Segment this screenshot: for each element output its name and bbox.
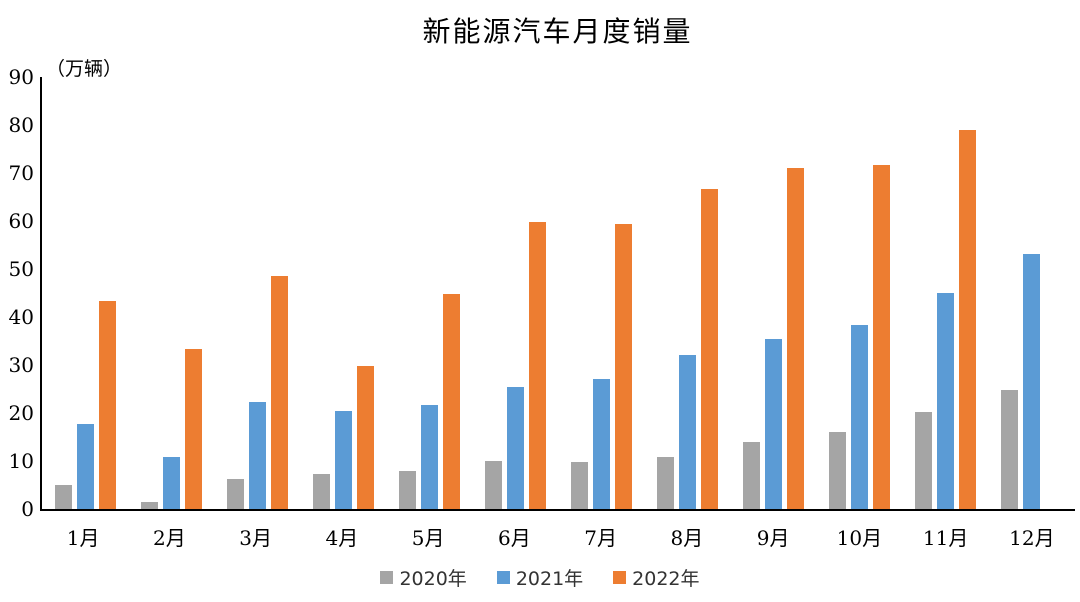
- bar-2020年-6月: [484, 461, 502, 509]
- y-axis-line: [40, 77, 42, 511]
- y-tick-30: 30: [8, 353, 34, 377]
- bar-2020年-5月: [398, 471, 416, 509]
- legend-swatch-icon: [496, 571, 510, 584]
- bar-2020年-12月: [1001, 390, 1019, 509]
- x-tick-5月: 5月: [411, 526, 445, 550]
- bar-2021年-5月: [420, 405, 438, 509]
- legend-label: 2020年: [399, 568, 467, 590]
- x-tick-4月: 4月: [325, 526, 359, 550]
- bar-2020年-10月: [829, 432, 847, 509]
- bar-2020年-9月: [743, 442, 761, 509]
- bar-2021年-9月: [765, 339, 783, 509]
- bar-group-9月: [731, 77, 817, 509]
- bar-2020年-1月: [54, 485, 72, 509]
- legend-label: 2021年: [515, 568, 584, 590]
- y-tick-60: 60: [8, 209, 34, 233]
- x-tick-9月: 9月: [756, 526, 790, 550]
- bar-2021年-6月: [506, 387, 524, 509]
- bar-group-5月: [386, 77, 472, 509]
- y-axis-unit-label: （万辆）: [46, 58, 123, 80]
- y-tick-10: 10: [8, 449, 34, 473]
- bar-2021年-1月: [76, 424, 94, 509]
- x-tick-3月: 3月: [239, 526, 272, 550]
- bar-2021年-11月: [937, 293, 955, 509]
- bar-2022年-6月: [528, 222, 546, 509]
- x-tick-11月: 11月: [922, 526, 969, 550]
- x-tick-12月: 12月: [1009, 526, 1055, 550]
- bar-2022年-4月: [356, 366, 374, 509]
- bar-group-3月: [214, 77, 300, 509]
- bar-2022年-9月: [787, 168, 805, 509]
- bar-group-6月: [472, 77, 558, 509]
- bar-2020年-7月: [571, 462, 588, 509]
- legend-item-2022年: 2022年: [613, 564, 700, 591]
- legend-swatch-icon: [380, 571, 394, 584]
- bar-2022年-10月: [873, 165, 891, 509]
- bar-2021年-4月: [334, 411, 352, 509]
- legend-item-2021年: 2021年: [496, 564, 584, 591]
- y-tick-40: 40: [8, 305, 34, 329]
- y-tick-90: 90: [8, 65, 34, 89]
- bar-group-8月: [645, 77, 731, 509]
- bar-2022年-11月: [959, 130, 977, 509]
- bar-group-1月: [42, 77, 128, 509]
- bar-2022年-3月: [270, 276, 288, 509]
- legend: 2020年 2021年 2022年: [0, 564, 1080, 591]
- x-axis-line: [40, 509, 1075, 511]
- bar-2020年-11月: [915, 412, 933, 509]
- y-tick-80: 80: [8, 113, 34, 137]
- x-tick-6月: 6月: [498, 526, 531, 550]
- x-axis-tick-labels: 1月 2月 3月 4月 5月 6月 7月 8月 9月 10月 11月 12月: [40, 522, 1075, 551]
- bar-group-10月: [817, 77, 903, 509]
- y-tick-20: 20: [8, 401, 34, 425]
- bar-2021年-3月: [248, 402, 266, 509]
- bar-2022年-8月: [701, 189, 719, 509]
- y-tick-70: 70: [8, 161, 34, 185]
- chart-title: 新能源汽车月度销量: [422, 15, 693, 48]
- x-tick-10月: 10月: [836, 526, 883, 550]
- bar-group-12月: [989, 77, 1075, 509]
- bar-2022年-5月: [442, 294, 460, 509]
- bar-2022年-2月: [184, 349, 202, 509]
- x-tick-1月: 1月: [66, 526, 100, 550]
- bar-2021年-2月: [162, 457, 180, 509]
- y-axis-tick-labels: 0 10 20 30 40 50 60 70 80 90: [0, 0, 36, 602]
- plot-area: [42, 77, 1075, 509]
- bar-2022年-7月: [615, 224, 632, 509]
- x-tick-8月: 8月: [670, 526, 704, 550]
- bar-group-2月: [128, 77, 214, 509]
- x-tick-2月: 2月: [153, 526, 186, 550]
- bar-2021年-12月: [1023, 254, 1041, 509]
- y-tick-0: 0: [21, 497, 34, 521]
- legend-label: 2022年: [632, 568, 700, 590]
- bar-2020年-3月: [226, 479, 244, 509]
- bar-2020年-4月: [312, 474, 330, 509]
- legend-swatch-icon: [613, 571, 627, 584]
- bar-2020年-8月: [657, 457, 675, 509]
- bar-2022年-1月: [98, 301, 116, 509]
- x-tick-7月: 7月: [584, 526, 617, 550]
- bar-group-4月: [300, 77, 386, 509]
- bar-2021年-8月: [679, 355, 697, 509]
- bar-2020年-2月: [140, 502, 158, 509]
- bar-group-11月: [903, 77, 989, 509]
- bar-group-7月: [558, 77, 644, 509]
- legend-item-2020年: 2020年: [380, 564, 467, 591]
- bar-2021年-7月: [593, 379, 610, 509]
- y-tick-50: 50: [8, 257, 34, 281]
- bar-2021年-10月: [851, 325, 869, 509]
